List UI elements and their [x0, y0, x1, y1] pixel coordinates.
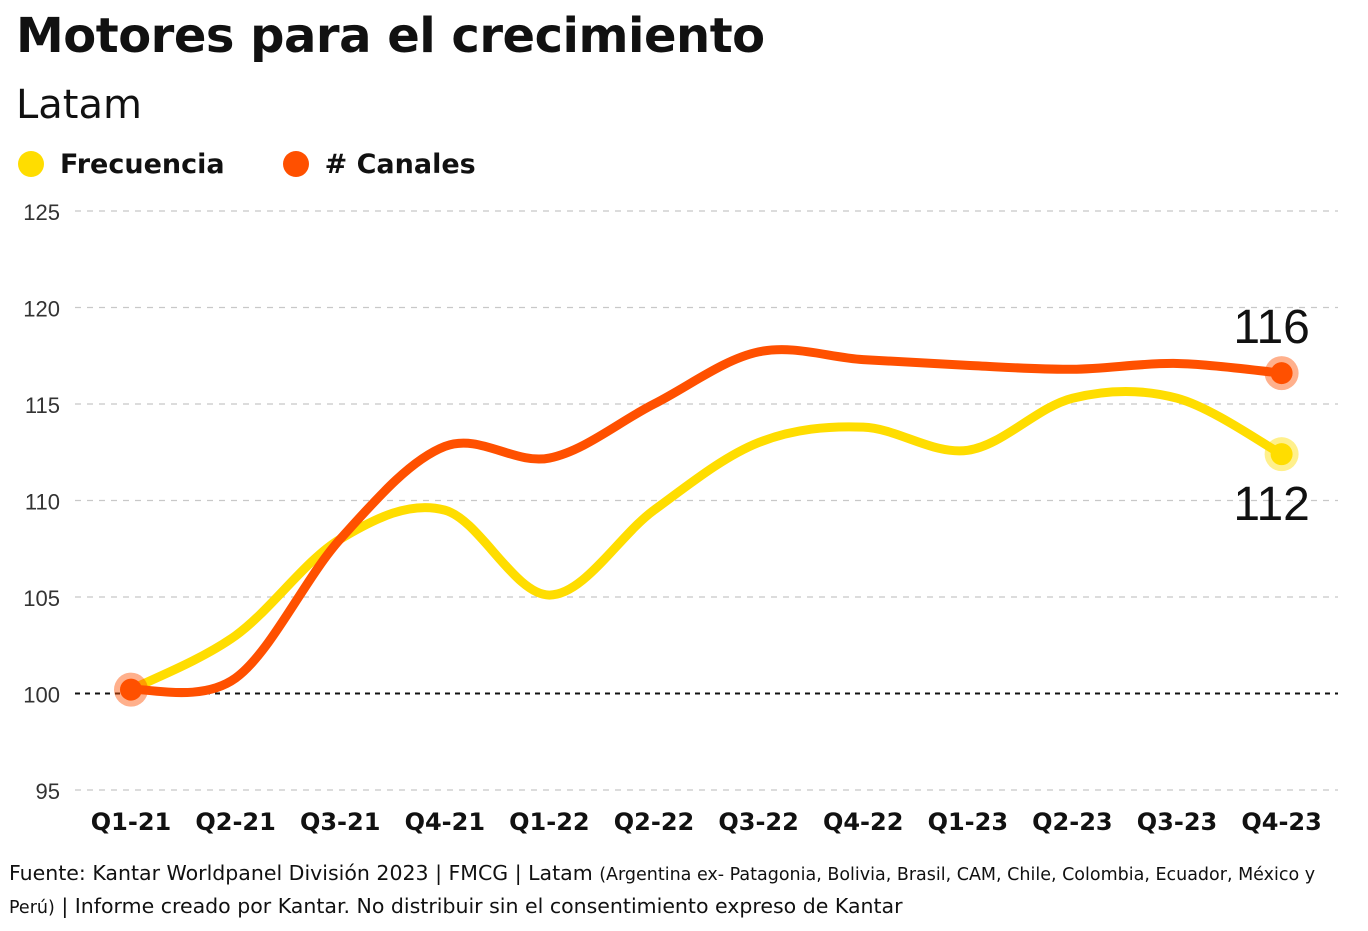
y-tick-label: 115: [25, 393, 60, 418]
x-tick-label: Q3-21: [300, 808, 380, 836]
x-tick-label: Q1-23: [928, 808, 1008, 836]
y-tick-label: 100: [23, 683, 60, 708]
data-label-canales: 116: [1233, 301, 1310, 354]
source-countries: (Argentina ex- Patagonia, Bolivia, Brasi…: [9, 865, 1316, 918]
legend-swatch-canales: [282, 151, 309, 177]
legend-item-frecuencia: Frecuencia: [18, 149, 225, 180]
chart-subtitle: Latam: [16, 82, 142, 128]
legend-swatch-frecuencia: [18, 151, 44, 177]
source-footnote: Fuente: Kantar Worldpanel División 2023 …: [9, 858, 1349, 924]
y-tick-label: 120: [23, 297, 60, 322]
x-tick-label: Q4-22: [823, 808, 903, 836]
source-tail: | Informe creado por Kantar. No distribu…: [54, 894, 903, 918]
x-tick-label: Q3-22: [718, 808, 798, 836]
start-marker: [120, 678, 142, 701]
series-line-frecuencia: [126, 386, 1287, 695]
chart-legend: Frecuencia # Canales: [18, 146, 476, 182]
series-line-canales: [126, 345, 1287, 698]
y-tick-label: 95: [36, 779, 60, 804]
x-tick-label: Q1-22: [509, 808, 589, 836]
x-tick-label: Q3-23: [1137, 808, 1217, 836]
source-main: Fuente: Kantar Worldpanel División 2023 …: [9, 861, 600, 885]
chart-title: Motores para el crecimiento: [16, 8, 765, 64]
x-tick-label: Q2-22: [614, 808, 694, 836]
x-tick-label: Q4-21: [405, 808, 485, 836]
x-tick-label: Q1-21: [91, 808, 171, 836]
x-tick-label: Q4-23: [1241, 808, 1321, 836]
y-tick-label: 110: [25, 490, 60, 515]
legend-label-canales: # Canales: [324, 148, 476, 180]
y-tick-label: 105: [23, 586, 60, 611]
x-tick-label: Q2-23: [1032, 808, 1112, 836]
data-label-frecuencia: 112: [1233, 478, 1310, 531]
legend-label-frecuencia: Frecuencia: [60, 148, 225, 180]
legend-item-canales: # Canales: [282, 148, 476, 180]
line-chart: 95 100 105 110 115 120 125 Q1-21 Q2-21 Q3-21 Q4-21…: [23, 200, 1338, 836]
x-tick-label: Q2-21: [195, 808, 275, 836]
end-marker-frecuencia: [1270, 443, 1293, 466]
end-marker-canales: [1270, 362, 1293, 385]
y-tick-label: 125: [23, 200, 60, 225]
